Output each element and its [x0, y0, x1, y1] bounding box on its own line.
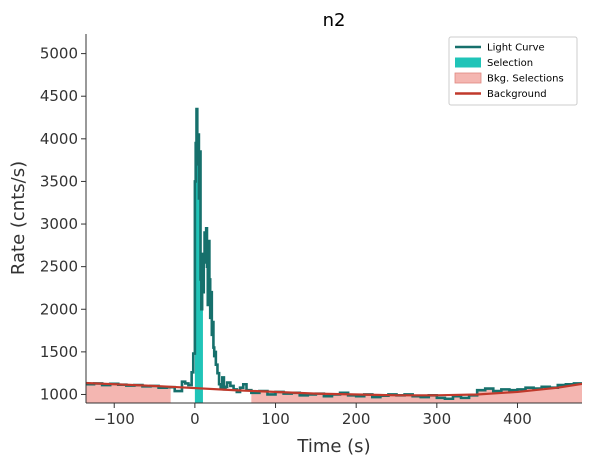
- x-ticks: −100 0 100 200 300 400: [94, 403, 532, 428]
- x-tick-label: 100: [261, 410, 290, 428]
- light-curve-line: [86, 107, 582, 401]
- x-tick-label: 400: [503, 410, 532, 428]
- x-tick-label: 200: [342, 410, 371, 428]
- chart-title: n2: [323, 10, 346, 31]
- y-tick-label: 1500: [40, 343, 78, 361]
- y-ticks: 1000 1500 2000 2500 3000 3500 4000 4500 5000: [40, 45, 86, 403]
- background-model-layer: [86, 381, 582, 397]
- bkg-selection-fill-0: [86, 383, 171, 403]
- legend-label: Background: [487, 89, 547, 100]
- y-tick-label: 3000: [40, 215, 78, 233]
- y-tick-label: 3500: [40, 172, 78, 190]
- y-tick-label: 2500: [40, 258, 78, 276]
- y-tick-label: 4500: [40, 87, 78, 105]
- y-tick-label: 1000: [40, 385, 78, 403]
- y-axis-label: Rate (cnts/s): [8, 161, 29, 275]
- x-tick-label: −100: [94, 410, 135, 428]
- background-model-line: [86, 381, 582, 397]
- legend-label: Selection: [487, 58, 533, 69]
- bkg-selection-fill-1: [251, 383, 582, 403]
- x-axis-label: Time (s): [296, 436, 370, 457]
- x-tick-label: 300: [423, 410, 452, 428]
- legend: Light Curve Selection Bkg. Selections Backg…: [448, 36, 578, 106]
- y-tick-label: 4000: [40, 130, 78, 148]
- y-tick-label: 5000: [40, 45, 78, 63]
- bkg-selection-layer: [86, 34, 582, 403]
- y-tick-label: 2000: [40, 300, 78, 318]
- x-tick-label: 0: [190, 410, 200, 428]
- bkg-selection-region-0: [86, 34, 171, 403]
- legend-frame: [448, 36, 578, 106]
- legend-swatch-patch: [455, 57, 481, 68]
- legend-swatch-patch: [454, 72, 482, 84]
- legend-label: Bkg. Selections: [487, 74, 564, 85]
- light-curve-layer: [86, 107, 582, 401]
- legend-label: Light Curve: [487, 43, 545, 54]
